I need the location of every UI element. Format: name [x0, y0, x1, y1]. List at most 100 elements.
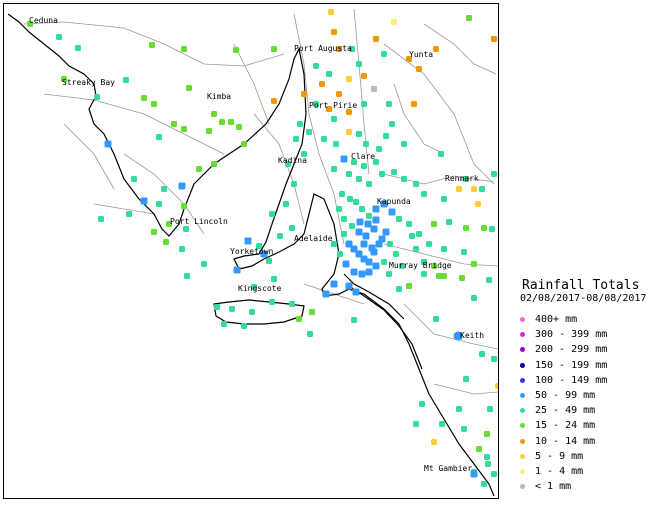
- rainfall-station: [426, 241, 432, 247]
- rainfall-station: [416, 66, 422, 72]
- rainfall-station: [380, 200, 388, 208]
- rainfall-station: [355, 228, 363, 236]
- rainfall-station: [328, 9, 334, 15]
- rainfall-station: [342, 260, 350, 268]
- rainfall-station: [360, 240, 368, 248]
- rainfall-station: [201, 261, 207, 267]
- rainfall-station: [186, 85, 192, 91]
- rainfall-station: [370, 225, 378, 233]
- rainfall-station: [178, 182, 186, 190]
- rainfall-station: [346, 171, 352, 177]
- rainfall-station: [361, 73, 367, 79]
- rainfall-station: [184, 273, 190, 279]
- rainfall-station: [331, 116, 337, 122]
- place-renmark: Renmark: [445, 174, 479, 183]
- rainfall-station: [372, 205, 380, 213]
- legend-item: 150 - 199 mm: [520, 358, 652, 373]
- rainfall-station: [131, 176, 137, 182]
- rainfall-station: [313, 63, 319, 69]
- rainfall-station: [381, 51, 387, 57]
- rainfall-station: [330, 280, 338, 288]
- rainfall-station: [269, 211, 275, 217]
- rainfall-station: [481, 481, 487, 487]
- rainfall-station: [421, 191, 427, 197]
- rainfall-station: [484, 431, 490, 437]
- rainfall-station: [166, 221, 172, 227]
- rainfall-station: [439, 421, 445, 427]
- rainfall-station: [249, 309, 255, 315]
- rainfall-station: [491, 471, 497, 477]
- rainfall-station: [386, 271, 392, 277]
- rainfall-station: [366, 213, 372, 219]
- rainfall-station: [336, 46, 342, 52]
- rainfall-station: [229, 306, 235, 312]
- rainfall-station: [466, 15, 472, 21]
- legend-item: 400+ mm: [520, 312, 652, 327]
- rainfall-station: [461, 249, 467, 255]
- rainfall-station: [475, 201, 481, 207]
- rainfall-station: [321, 136, 327, 142]
- rainfall-station: [104, 140, 112, 148]
- rainfall-station: [219, 119, 225, 125]
- place-port-augusta: Port Augusta: [294, 44, 352, 53]
- rainfall-map[interactable]: Ceduna Port Augusta Yunta Streaky Bay Ki…: [3, 3, 499, 499]
- rainfall-station: [211, 161, 217, 167]
- place-streaky-bay: Streaky Bay: [62, 78, 115, 87]
- rainfall-station: [379, 171, 385, 177]
- rainfall-station: [331, 29, 337, 35]
- rainfall-station: [359, 206, 365, 212]
- place-kapunda: Kapunda: [377, 197, 411, 206]
- rainfall-station: [438, 151, 444, 157]
- legend-swatch: [520, 438, 525, 444]
- rainfall-station: [479, 186, 485, 192]
- rainfall-station: [345, 240, 353, 248]
- rainfall-station: [326, 106, 332, 112]
- rainfall-station: [391, 19, 397, 25]
- rainfall-station: [463, 376, 469, 382]
- rainfall-station: [406, 221, 412, 227]
- rainfall-station: [306, 129, 312, 135]
- district-boundaries: [23, 8, 498, 395]
- rainfall-station: [346, 129, 352, 135]
- rainfall-station: [388, 208, 396, 216]
- rainfall-station: [411, 101, 417, 107]
- legend-swatch: [520, 317, 525, 323]
- rainfall-station: [340, 155, 348, 163]
- legend-swatch: [520, 362, 525, 368]
- rainfall-station: [393, 251, 399, 257]
- rainfall-station: [470, 470, 478, 478]
- rainfall-station: [236, 124, 242, 130]
- place-kingscote: Kingscote: [238, 284, 282, 293]
- rainfall-station: [485, 461, 491, 467]
- rainfall-station: [260, 250, 268, 258]
- legend-item: 100 - 149 mm: [520, 373, 652, 388]
- rainfall-station: [372, 262, 380, 270]
- rainfall-station: [313, 101, 319, 107]
- legend-swatch: [520, 468, 525, 474]
- rainfall-station: [358, 270, 366, 278]
- place-yunta: Yunta: [409, 50, 434, 59]
- place-yorketown: Yorketown: [230, 247, 274, 256]
- rainfall-station: [181, 126, 187, 132]
- rainfall-stations: [27, 9, 498, 487]
- rainfall-station: [489, 226, 495, 232]
- rainfall-station: [241, 141, 247, 147]
- rainfall-station: [441, 246, 447, 252]
- rainfall-station: [291, 181, 297, 187]
- rainfall-station: [356, 61, 362, 67]
- rainfall-station: [396, 216, 402, 222]
- rainfall-station: [319, 81, 325, 87]
- legend-swatch: [520, 484, 525, 490]
- rainfall-station: [413, 246, 419, 252]
- rainfall-station: [206, 128, 212, 134]
- rainfall-station: [491, 36, 497, 42]
- rainfall-station: [356, 131, 362, 137]
- rainfall-station: [401, 176, 407, 182]
- rainfall-station: [341, 231, 347, 237]
- rainfall-station: [363, 141, 369, 147]
- rainfall-station: [140, 197, 148, 205]
- rainfall-station: [373, 159, 379, 165]
- rainfall-station: [56, 34, 62, 40]
- rainfall-station: [476, 446, 482, 452]
- rainfall-station: [453, 331, 463, 341]
